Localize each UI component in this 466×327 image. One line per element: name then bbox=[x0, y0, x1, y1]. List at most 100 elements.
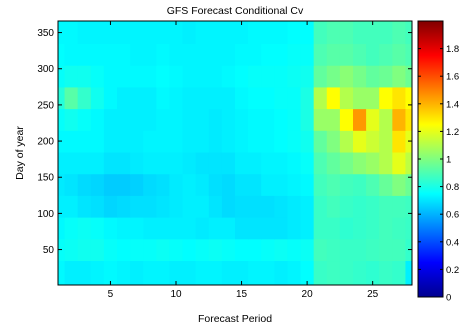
colorbar-tick-label: 1 bbox=[446, 155, 451, 166]
heatmap-cell bbox=[130, 130, 144, 153]
heatmap-cell bbox=[64, 65, 79, 88]
x-tick-label: 25 bbox=[367, 289, 379, 300]
heatmap-cell bbox=[405, 195, 412, 218]
heatmap-cell bbox=[300, 151, 315, 175]
heatmap-cell bbox=[143, 173, 157, 196]
colorbar-tick-label: 0 bbox=[446, 293, 451, 304]
heatmap-cell bbox=[143, 108, 157, 131]
heatmap-cell bbox=[261, 43, 275, 66]
heatmap-cell bbox=[392, 260, 407, 285]
heatmap-cell bbox=[326, 195, 341, 218]
heatmap-cell bbox=[235, 43, 249, 66]
heatmap-cell bbox=[64, 108, 79, 131]
heatmap-cell bbox=[274, 65, 289, 88]
heatmap-cell bbox=[326, 238, 341, 262]
heatmap-cell bbox=[366, 86, 380, 110]
colorbar-tick-label: 0.8 bbox=[446, 182, 459, 193]
heatmap-cell bbox=[117, 151, 131, 175]
heatmap-cell bbox=[248, 65, 262, 88]
y-tick-label: 250 bbox=[37, 100, 54, 111]
heatmap-cell bbox=[326, 86, 341, 110]
heatmap-cell bbox=[366, 65, 380, 88]
heatmap-cell bbox=[366, 238, 380, 262]
heatmap-cell bbox=[156, 238, 171, 262]
heatmap-cell bbox=[169, 260, 184, 285]
heatmap-cell bbox=[339, 173, 354, 196]
heatmap-cell bbox=[326, 151, 341, 175]
heatmap-cell bbox=[195, 173, 210, 196]
heatmap-cell bbox=[117, 217, 131, 240]
heatmap-cell bbox=[274, 151, 289, 175]
y-tick-label: 100 bbox=[37, 209, 54, 220]
heatmap-cell bbox=[261, 108, 275, 131]
heatmap-cell bbox=[156, 108, 171, 131]
heatmap-cell bbox=[64, 238, 79, 262]
heatmap-cell bbox=[248, 108, 262, 131]
heatmap-cell bbox=[339, 217, 354, 240]
heatmap-cell bbox=[366, 173, 380, 196]
heatmap-cell bbox=[235, 195, 249, 218]
heatmap-cell bbox=[366, 195, 380, 218]
heatmap-cell bbox=[287, 217, 302, 240]
heatmap-cell bbox=[274, 21, 289, 45]
heatmap-cell bbox=[117, 21, 131, 45]
heatmap-cell bbox=[103, 65, 118, 88]
heatmap-cell bbox=[130, 21, 144, 45]
y-axis-ticks: 50 100 150 200 250 300 350 bbox=[37, 28, 412, 256]
heatmap-cell bbox=[208, 238, 223, 262]
x-tick-label: 20 bbox=[302, 289, 314, 300]
heatmap-cell bbox=[300, 108, 315, 131]
heatmap-cell bbox=[103, 21, 118, 45]
heatmap-cell bbox=[300, 217, 315, 240]
heatmap-cell bbox=[261, 130, 275, 153]
heatmap-cell bbox=[182, 65, 197, 88]
heatmap-cell bbox=[287, 86, 302, 110]
heatmap-cell bbox=[117, 260, 131, 285]
heatmap-cell bbox=[117, 65, 131, 88]
heatmap-cell bbox=[326, 43, 341, 66]
x-tick-label: 5 bbox=[108, 289, 114, 300]
heatmap-cell bbox=[195, 130, 210, 153]
heatmap-cell bbox=[208, 130, 223, 153]
heatmap-cell bbox=[353, 65, 367, 88]
heatmap-cell bbox=[366, 108, 380, 131]
heatmap-cell bbox=[313, 260, 328, 285]
heatmap-cell bbox=[143, 86, 157, 110]
heatmap-cell bbox=[77, 173, 92, 196]
heatmap-cell bbox=[143, 43, 157, 66]
heatmap-cell bbox=[64, 130, 79, 153]
heatmap-cells bbox=[58, 21, 412, 285]
heatmap-cell bbox=[261, 173, 275, 196]
heatmap-cell bbox=[339, 260, 354, 285]
heatmap-cell bbox=[64, 43, 79, 66]
heatmap-cell bbox=[130, 217, 144, 240]
heatmap-cell bbox=[379, 151, 393, 175]
heatmap-cell bbox=[274, 260, 289, 285]
heatmap-cell bbox=[195, 108, 210, 131]
heatmap-cell bbox=[366, 130, 380, 153]
heatmap-cell bbox=[235, 238, 249, 262]
heatmap-cell bbox=[169, 108, 184, 131]
heatmap-cell bbox=[130, 108, 144, 131]
colorbar-tick-label: 0.4 bbox=[446, 237, 459, 248]
heatmap-cell bbox=[58, 65, 66, 88]
heatmap-cell bbox=[287, 151, 302, 175]
heatmap-cell bbox=[182, 195, 197, 218]
heatmap-cell bbox=[103, 260, 118, 285]
heatmap-cell bbox=[339, 130, 354, 153]
heatmap-cell bbox=[326, 65, 341, 88]
heatmap-cell bbox=[77, 217, 92, 240]
heatmap-cell bbox=[353, 260, 367, 285]
heatmap-cell bbox=[405, 151, 412, 175]
heatmap-cell bbox=[103, 173, 118, 196]
heatmap-cell bbox=[300, 173, 315, 196]
heatmap-cell bbox=[326, 108, 341, 131]
heatmap-cell bbox=[379, 217, 393, 240]
heatmap-cell bbox=[90, 130, 105, 153]
heatmap-cell bbox=[326, 130, 341, 153]
heatmap-cell bbox=[143, 217, 157, 240]
heatmap-cell bbox=[221, 151, 236, 175]
heatmap-cell bbox=[392, 86, 407, 110]
heatmap-cell bbox=[300, 260, 315, 285]
heatmap-cell bbox=[208, 260, 223, 285]
